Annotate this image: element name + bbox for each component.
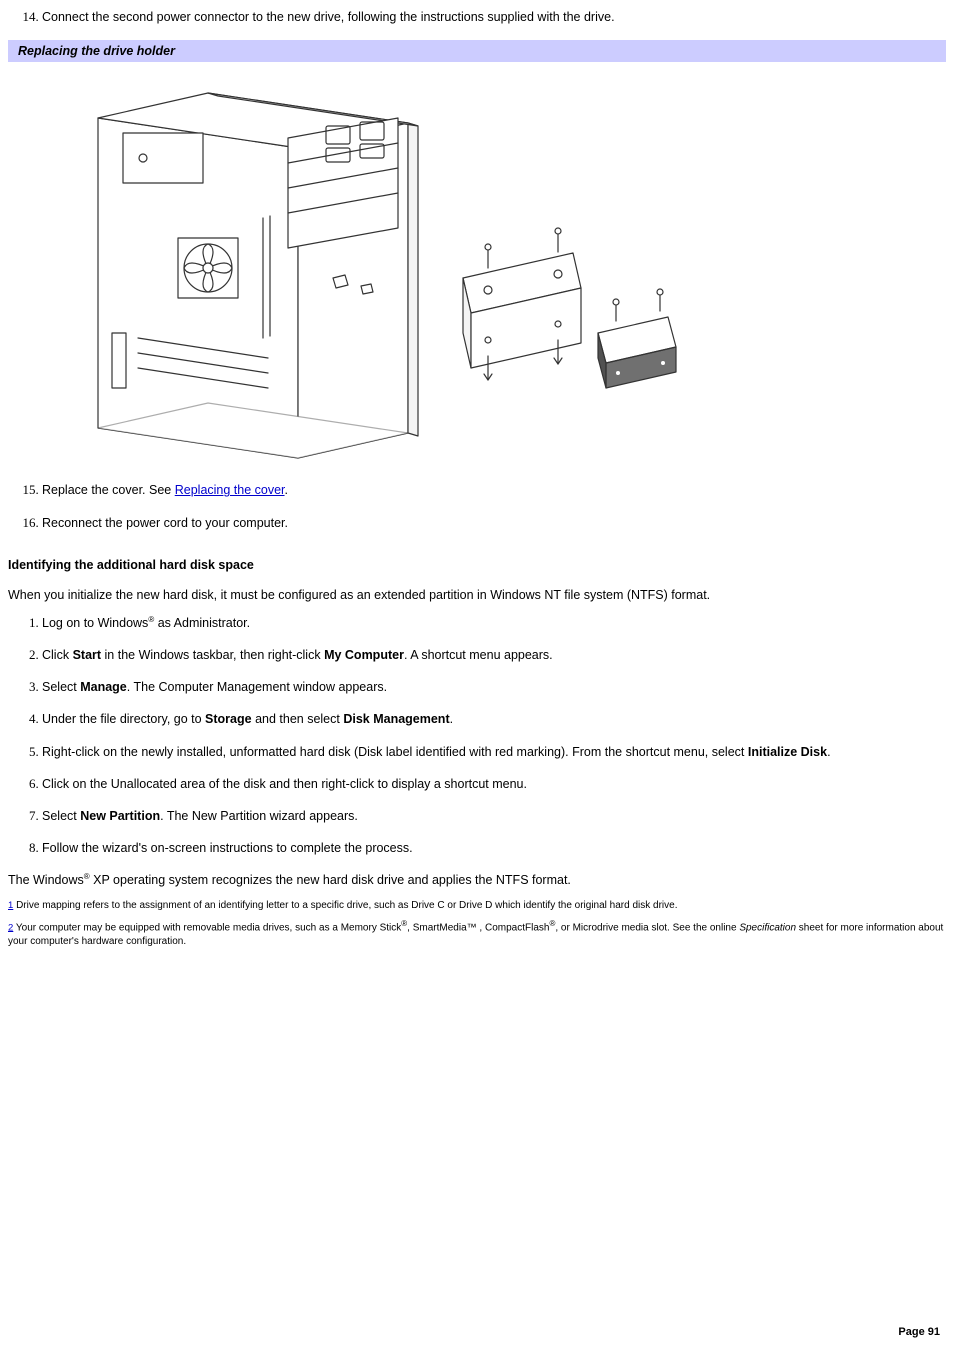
page-number: Page 91 <box>898 1325 940 1341</box>
intro-paragraph: When you initialize the new hard disk, i… <box>8 586 946 604</box>
t: Follow the wizard's on-screen instructio… <box>42 841 413 855</box>
t: Select <box>42 809 80 823</box>
step-c1-b: as Administrator. <box>154 616 250 630</box>
step-c8: Follow the wizard's on-screen instructio… <box>42 839 946 857</box>
t: XP operating system recognizes the new h… <box>90 873 571 887</box>
step-c7: Select New Partition. The New Partition … <box>42 807 946 825</box>
closing-paragraph: The Windows® XP operating system recogni… <box>8 871 946 889</box>
t: , SmartMedia™ , CompactFlash <box>407 922 549 933</box>
step-c4: Under the file directory, go to Storage … <box>42 710 946 728</box>
t: Click <box>42 648 73 662</box>
footnote-1: 1 Drive mapping refers to the assignment… <box>8 899 946 913</box>
step-16-text: Reconnect the power cord to your compute… <box>42 516 288 530</box>
step-14-text: Connect the second power connector to th… <box>42 10 615 24</box>
step-15-text-b: . <box>285 483 288 497</box>
step-16: Reconnect the power cord to your compute… <box>42 514 946 532</box>
replacing-cover-link[interactable]: Replacing the cover <box>175 483 285 497</box>
t: in the Windows taskbar, then right-click <box>101 648 324 662</box>
step-c1-a: Log on to Windows <box>42 616 148 630</box>
t: . A shortcut menu appears. <box>404 648 553 662</box>
t: Start <box>73 648 101 662</box>
t: , or Microdrive media slot. See the onli… <box>555 922 739 933</box>
t: Manage <box>80 680 127 694</box>
t: . The New Partition wizard appears. <box>160 809 358 823</box>
step-c2: Click Start in the Windows taskbar, then… <box>42 646 946 664</box>
t: Right-click on the newly installed, unfo… <box>42 745 748 759</box>
t: Storage <box>205 712 252 726</box>
step-c1: Log on to Windows® as Administrator. <box>42 614 946 632</box>
t: My Computer <box>324 648 404 662</box>
t: . <box>827 745 830 759</box>
t: and then select <box>252 712 344 726</box>
section-bar: Replacing the drive holder <box>8 40 946 62</box>
drive-holder-diagram <box>68 78 688 468</box>
step-15-text-a: Replace the cover. See <box>42 483 175 497</box>
t: Select <box>42 680 80 694</box>
t: Specification <box>739 922 796 933</box>
t: The Windows <box>8 873 84 887</box>
footnote-2: 2 Your computer may be equipped with rem… <box>8 919 946 949</box>
step-c3: Select Manage. The Computer Management w… <box>42 678 946 696</box>
step-c5: Right-click on the newly installed, unfo… <box>42 743 946 761</box>
diagram-container <box>8 62 946 481</box>
t: . The Computer Management window appears… <box>127 680 387 694</box>
step-14: Connect the second power connector to th… <box>42 8 946 26</box>
step-c6: Click on the Unallocated area of the dis… <box>42 775 946 793</box>
t: Your computer may be equipped with remov… <box>13 922 401 933</box>
t: Click on the Unallocated area of the dis… <box>42 777 527 791</box>
footnote-1-text: Drive mapping refers to the assignment o… <box>13 900 677 911</box>
t: Disk Management <box>343 712 449 726</box>
section-heading: Identifying the additional hard disk spa… <box>8 556 946 574</box>
t: Under the file directory, go to <box>42 712 205 726</box>
t: Initialize Disk <box>748 745 827 759</box>
t: . <box>450 712 453 726</box>
step-15: Replace the cover. See Replacing the cov… <box>42 481 946 499</box>
t: New Partition <box>80 809 160 823</box>
